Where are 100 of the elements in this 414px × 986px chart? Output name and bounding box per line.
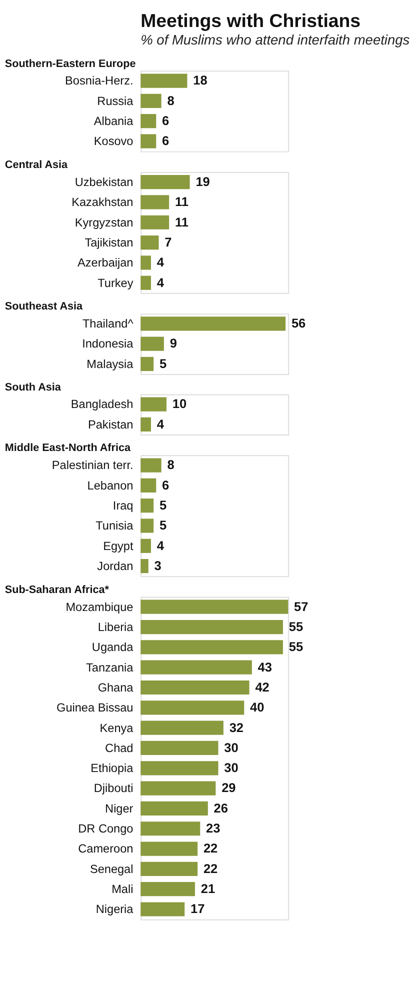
data-label: 29: [222, 780, 236, 796]
y-tick-label: Tunisia: [96, 518, 134, 533]
data-label: 8: [167, 457, 174, 472]
text: Meetings with Christians: [140, 10, 361, 31]
y-tick-label: Kosovo: [94, 134, 134, 148]
y-tick-label: Liberia: [98, 620, 134, 634]
data-label: 5: [159, 356, 167, 371]
y-tick-label: Russia: [97, 94, 134, 108]
data-label: 11: [174, 214, 188, 230]
data-label: 56: [291, 316, 306, 331]
y-tick-label: Albania: [94, 114, 134, 128]
data-label: 55: [288, 618, 304, 634]
data-label: 30: [224, 760, 238, 776]
data-label: 6: [162, 133, 170, 148]
y-tick-label: Guinea Bissau: [56, 700, 134, 715]
data-label: 8: [167, 92, 174, 108]
y-tick-label: Mozambique: [66, 600, 134, 614]
bar: [140, 498, 154, 513]
y-tick-label: Nigeria: [96, 902, 134, 916]
y-tick-label: Malaysia: [86, 356, 134, 371]
bar: [140, 761, 218, 776]
bar: [140, 538, 151, 553]
data-label: 55: [288, 639, 304, 654]
data-label: 43: [258, 659, 272, 674]
bar: [140, 902, 185, 916]
bar: [140, 458, 162, 472]
y-tick-label: Senegal: [90, 862, 134, 876]
bar: [140, 740, 218, 756]
y-tick-label: Thailand^: [82, 316, 134, 331]
bar: [140, 174, 190, 190]
y-tick-label: Lebanon: [87, 478, 134, 492]
y-tick-label: Chad: [105, 740, 134, 755]
bar: [140, 600, 288, 614]
y-tick-label: DR Congo: [78, 822, 134, 836]
y-tick-label: Kenya: [100, 720, 134, 735]
data-label: 19: [196, 174, 210, 189]
data-label: 6: [162, 113, 170, 128]
bar: [140, 559, 148, 574]
data-label: 18: [193, 72, 208, 88]
data-label: 4: [156, 254, 165, 270]
y-tick-label: Mali: [112, 882, 134, 896]
bar: [140, 882, 195, 896]
data-label: 10: [172, 396, 187, 412]
bar: [140, 720, 224, 735]
bar: [140, 680, 250, 695]
y-tick-label: Kazakhstan: [72, 195, 134, 210]
y-tick-label: Bosnia-Herz.: [65, 74, 134, 88]
bar: [140, 781, 216, 796]
data-label: 22: [203, 840, 218, 856]
y-tick-label: Tanzania: [86, 660, 134, 674]
data-label: 17: [190, 901, 205, 916]
data-label: 4: [156, 538, 165, 553]
data-label: 5: [159, 518, 167, 533]
data-label: 21: [200, 881, 216, 896]
bar: [140, 256, 151, 270]
bar: [140, 478, 156, 492]
bar: [140, 660, 252, 674]
y-tick-label: Iraq: [112, 498, 134, 513]
y-tick-label: Pakistan: [88, 417, 134, 432]
y-tick-label: Indonesia: [82, 336, 134, 351]
bar: [140, 518, 154, 533]
bar: [140, 862, 198, 876]
data-label: 23: [206, 820, 220, 836]
chart-title: Middle East-North Africa: [4, 442, 132, 454]
data-label: 26: [214, 800, 228, 816]
data-label: 42: [255, 679, 270, 694]
y-tick-label: Egypt: [103, 538, 134, 553]
y-tick-label: Palestinian terr.: [52, 458, 134, 472]
bar: [140, 215, 170, 230]
data-label: 32: [229, 720, 244, 735]
bar: [140, 276, 151, 290]
y-tick-label: Ghana: [98, 680, 134, 694]
chart-title: Southern-Eastern Europe: [4, 58, 136, 70]
y-tick-label: Bangladesh: [70, 397, 134, 412]
bar: [140, 235, 159, 250]
y-tick-label: Turkey: [98, 276, 134, 290]
data-label: 40: [250, 700, 264, 715]
bar: [140, 640, 283, 654]
y-tick-label: Cameroon: [78, 842, 134, 856]
y-tick-label: Uzbekistan: [74, 174, 134, 189]
y-tick-label: Jordan: [97, 558, 134, 573]
bar: [140, 620, 283, 634]
data-label: 7: [164, 234, 172, 250]
y-tick-label: Djibouti: [94, 781, 134, 796]
text: South Asia: [4, 381, 62, 394]
y-tick-label: Uganda: [92, 640, 134, 654]
data-label: 5: [159, 498, 167, 513]
data-label: 57: [294, 598, 308, 614]
bar: [140, 842, 198, 856]
text: Central Asia: [4, 159, 69, 172]
data-label: 6: [162, 477, 170, 492]
bar: [140, 822, 200, 836]
bar: [140, 195, 170, 210]
chart-title: Sub-Saharan Africa*: [4, 584, 110, 596]
text: Southeast Asia: [4, 300, 84, 313]
text: % of Muslims who attend interfaith meetings: [140, 32, 410, 48]
y-tick-label: Kyrgyzstan: [74, 215, 134, 230]
y-tick-label: Ethiopia: [90, 761, 134, 776]
data-label: 30: [224, 740, 238, 755]
data-label: 22: [203, 860, 218, 876]
